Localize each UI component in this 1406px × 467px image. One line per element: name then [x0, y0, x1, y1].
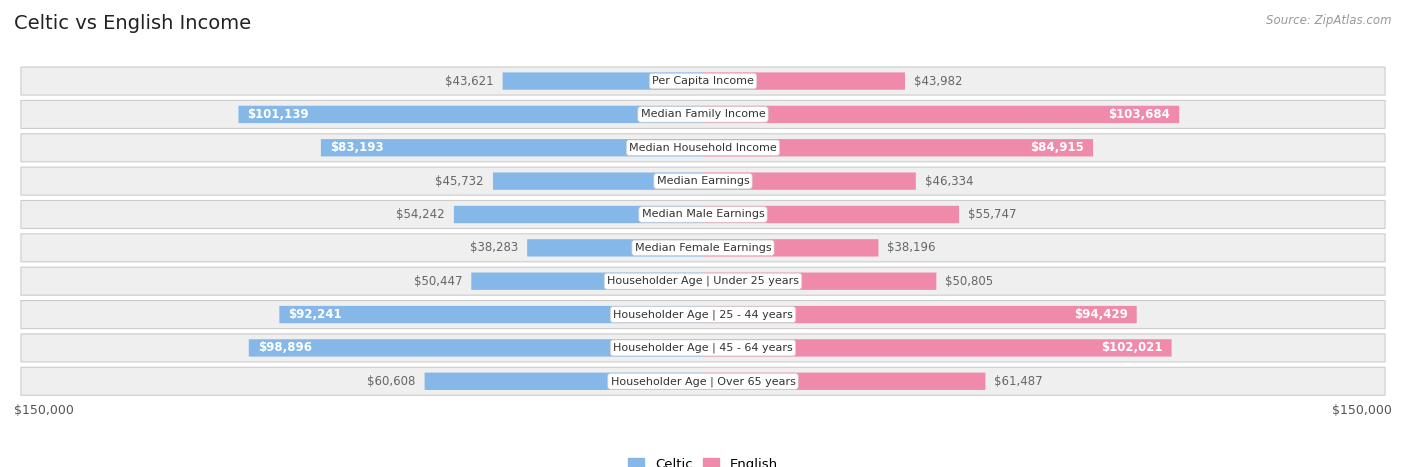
Text: Median Family Income: Median Family Income [641, 109, 765, 120]
Text: Median Female Earnings: Median Female Earnings [634, 243, 772, 253]
Text: $38,283: $38,283 [470, 241, 519, 255]
FancyBboxPatch shape [21, 134, 1385, 162]
Text: Per Capita Income: Per Capita Income [652, 76, 754, 86]
Text: $50,447: $50,447 [413, 275, 463, 288]
Text: $103,684: $103,684 [1108, 108, 1170, 121]
Text: $43,621: $43,621 [446, 75, 494, 87]
FancyBboxPatch shape [321, 139, 703, 156]
Text: Householder Age | Over 65 years: Householder Age | Over 65 years [610, 376, 796, 387]
Text: $55,747: $55,747 [967, 208, 1017, 221]
FancyBboxPatch shape [703, 139, 1092, 156]
FancyBboxPatch shape [21, 200, 1385, 228]
FancyBboxPatch shape [21, 234, 1385, 262]
Text: Median Earnings: Median Earnings [657, 176, 749, 186]
FancyBboxPatch shape [21, 167, 1385, 195]
FancyBboxPatch shape [239, 106, 703, 123]
Text: $94,429: $94,429 [1074, 308, 1128, 321]
Text: Celtic vs English Income: Celtic vs English Income [14, 14, 252, 33]
Text: $50,805: $50,805 [945, 275, 994, 288]
Text: $98,896: $98,896 [257, 341, 312, 354]
Text: $43,982: $43,982 [914, 75, 963, 87]
FancyBboxPatch shape [454, 206, 703, 223]
Text: $102,021: $102,021 [1101, 341, 1163, 354]
FancyBboxPatch shape [703, 239, 879, 256]
Text: $61,487: $61,487 [994, 375, 1043, 388]
FancyBboxPatch shape [21, 334, 1385, 362]
Legend: Celtic, English: Celtic, English [623, 453, 783, 467]
Text: Median Household Income: Median Household Income [628, 143, 778, 153]
Text: Source: ZipAtlas.com: Source: ZipAtlas.com [1267, 14, 1392, 27]
Text: $83,193: $83,193 [330, 142, 384, 154]
Text: $101,139: $101,139 [247, 108, 309, 121]
Text: $60,608: $60,608 [367, 375, 416, 388]
Text: $54,242: $54,242 [396, 208, 444, 221]
FancyBboxPatch shape [703, 306, 1136, 323]
Text: $38,196: $38,196 [887, 241, 936, 255]
FancyBboxPatch shape [249, 339, 703, 357]
Text: Householder Age | 45 - 64 years: Householder Age | 45 - 64 years [613, 343, 793, 353]
FancyBboxPatch shape [494, 172, 703, 190]
Text: $92,241: $92,241 [288, 308, 342, 321]
Text: $84,915: $84,915 [1031, 142, 1084, 154]
FancyBboxPatch shape [471, 273, 703, 290]
FancyBboxPatch shape [503, 72, 703, 90]
FancyBboxPatch shape [703, 206, 959, 223]
FancyBboxPatch shape [703, 273, 936, 290]
Text: $150,000: $150,000 [1331, 404, 1392, 417]
FancyBboxPatch shape [21, 301, 1385, 329]
FancyBboxPatch shape [703, 339, 1171, 357]
FancyBboxPatch shape [21, 267, 1385, 295]
Text: $46,334: $46,334 [925, 175, 973, 188]
Text: Median Male Earnings: Median Male Earnings [641, 210, 765, 219]
FancyBboxPatch shape [425, 373, 703, 390]
FancyBboxPatch shape [703, 106, 1180, 123]
Text: Householder Age | 25 - 44 years: Householder Age | 25 - 44 years [613, 309, 793, 320]
Text: $45,732: $45,732 [436, 175, 484, 188]
FancyBboxPatch shape [703, 373, 986, 390]
FancyBboxPatch shape [21, 67, 1385, 95]
FancyBboxPatch shape [21, 367, 1385, 395]
FancyBboxPatch shape [527, 239, 703, 256]
Text: Householder Age | Under 25 years: Householder Age | Under 25 years [607, 276, 799, 286]
Text: $150,000: $150,000 [14, 404, 75, 417]
FancyBboxPatch shape [703, 72, 905, 90]
FancyBboxPatch shape [21, 100, 1385, 128]
FancyBboxPatch shape [703, 172, 915, 190]
FancyBboxPatch shape [280, 306, 703, 323]
